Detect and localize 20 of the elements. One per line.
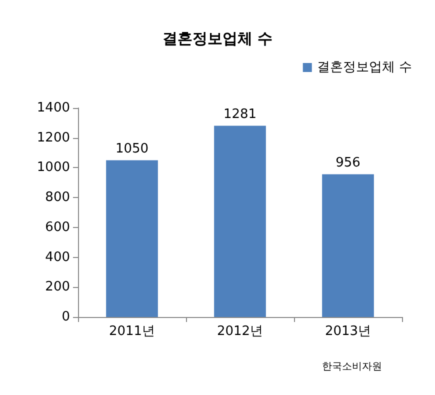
data-label: 956	[336, 155, 360, 170]
data-label: 1281	[223, 106, 257, 122]
bar	[322, 174, 374, 317]
legend-label: 결혼정보업체 수	[316, 60, 412, 75]
text: 한국소비자원	[322, 362, 382, 372]
y-tick-label: 600	[45, 220, 70, 235]
y-tick-label: 200	[45, 280, 70, 295]
bar	[214, 126, 266, 317]
x-tick-label: 2011년	[108, 324, 156, 339]
y-tick-label: 1400	[36, 100, 70, 116]
y-tick-label: 0	[62, 310, 70, 324]
y-tick-label: 400	[45, 250, 70, 265]
y-tick-label: 1200	[36, 130, 70, 146]
y-tick-label: 1000	[36, 160, 70, 176]
bar	[106, 160, 158, 317]
x-tick-label: 2013년	[324, 324, 372, 339]
chart-title: 결혼정보업체 수	[162, 30, 273, 48]
data-label: 1050	[115, 141, 149, 156]
x-tick-label: 2012년	[216, 324, 264, 339]
y-tick-label: 800	[45, 190, 70, 206]
